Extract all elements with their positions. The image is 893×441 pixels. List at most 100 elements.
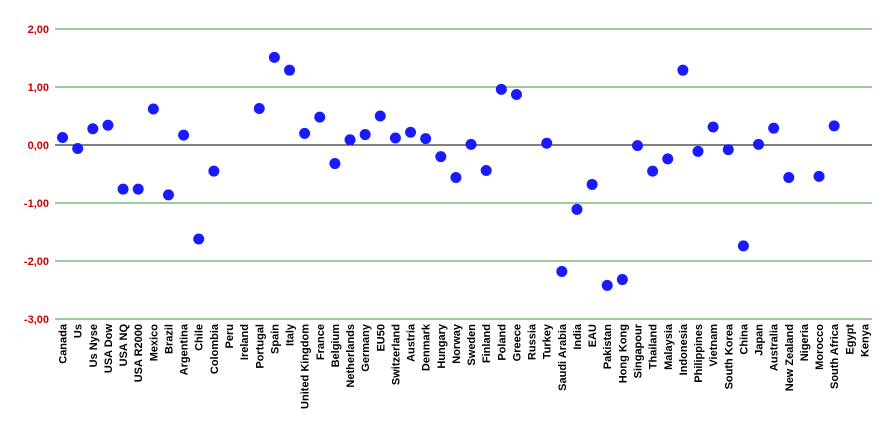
- x-tick-label: Pakistan: [602, 324, 614, 370]
- x-axis-ticks: Canada Us Us Nyse USA Dow USA NQ USA R2000 Mex…: [58, 323, 872, 409]
- data-point: [753, 138, 765, 150]
- x-tick-label: Vietnam: [708, 324, 720, 367]
- data-point: [314, 111, 326, 123]
- data-point: [737, 240, 749, 252]
- data-point: [420, 133, 432, 145]
- y-tick-label: 2,00: [28, 24, 49, 36]
- x-tick-label: Finland: [481, 324, 493, 363]
- x-tick-label: Malaysia: [663, 323, 675, 370]
- x-tick-label: Greece: [511, 324, 523, 361]
- x-tick-label: New Zealand: [784, 324, 796, 391]
- data-point: [510, 89, 522, 101]
- x-tick-label: Saudi Arabia: [557, 323, 569, 391]
- x-tick-label: Russia: [527, 323, 539, 360]
- x-tick-label: Thailand: [648, 324, 660, 369]
- x-tick-label: Japan: [754, 324, 766, 356]
- x-tick-label: Spain: [269, 324, 281, 354]
- x-tick-label: Australia: [769, 323, 781, 371]
- data-point: [495, 83, 507, 95]
- data-point: [178, 129, 190, 141]
- x-tick-label: Netherlands: [345, 324, 357, 388]
- y-tick-label: 1,00: [28, 82, 49, 94]
- y-tick-label: 0,00: [28, 140, 49, 152]
- y-tick-label: -2,00: [24, 256, 49, 268]
- data-point: [541, 137, 553, 149]
- x-tick-label: Mexico: [148, 324, 160, 362]
- x-tick-label: USA R2000: [133, 324, 145, 382]
- data-point: [389, 132, 401, 144]
- data-point: [768, 122, 780, 134]
- x-tick-label: Ireland: [239, 324, 251, 360]
- data-point: [117, 183, 129, 195]
- data-point: [162, 189, 174, 201]
- data-point: [450, 171, 462, 183]
- x-tick-label: Germany: [360, 323, 372, 372]
- y-tick-label: -3,00: [24, 314, 49, 326]
- x-tick-label: Egypt: [844, 324, 856, 355]
- x-tick-label: Brazil: [163, 324, 175, 354]
- data-point: [193, 233, 205, 245]
- data-point: [571, 203, 583, 215]
- data-point: [374, 110, 386, 122]
- data-point: [647, 165, 659, 177]
- data-point: [783, 171, 795, 183]
- data-point: [344, 134, 356, 146]
- x-tick-label: Chile: [194, 324, 206, 351]
- y-tick-label: -1,00: [24, 198, 49, 210]
- x-tick-label: Peru: [224, 324, 236, 348]
- data-point: [601, 279, 613, 291]
- x-tick-label: Denmark: [421, 323, 433, 371]
- data-point: [480, 165, 492, 177]
- x-tick-label: EU50: [375, 324, 387, 352]
- x-tick-label: USA Dow: [103, 324, 115, 374]
- x-tick-label: Canada: [58, 323, 70, 364]
- data-point: [435, 151, 447, 163]
- x-tick-label: Belgium: [330, 324, 342, 368]
- x-tick-label: South Africa: [829, 323, 841, 389]
- data-point: [147, 103, 159, 115]
- data-point: [677, 64, 689, 76]
- x-tick-label: Kenya: [859, 323, 871, 357]
- data-point: [465, 138, 477, 150]
- data-point: [329, 158, 341, 170]
- x-tick-label: Portugal: [254, 324, 266, 369]
- x-tick-label: China: [738, 323, 750, 354]
- x-tick-label: Turkey: [542, 323, 554, 359]
- data-point: [828, 120, 840, 132]
- x-tick-label: Italy: [285, 323, 297, 346]
- x-tick-label: Morocco: [814, 324, 826, 370]
- data-point: [268, 51, 280, 63]
- data-point: [692, 145, 704, 157]
- data-point: [631, 140, 643, 152]
- x-tick-label: Austria: [406, 323, 418, 362]
- x-tick-label: Us Nyse: [88, 324, 100, 367]
- data-points: [57, 51, 840, 291]
- data-point: [87, 123, 99, 135]
- data-point: [813, 170, 825, 182]
- x-tick-label: South Korea: [723, 323, 735, 389]
- x-tick-label: Norway: [451, 323, 463, 364]
- data-point: [102, 119, 114, 131]
- grid-lines: [55, 28, 872, 320]
- data-point: [132, 183, 144, 195]
- x-tick-label: Hong Kong: [617, 324, 629, 383]
- data-point: [405, 126, 417, 138]
- x-tick-label: Colombia: [209, 323, 221, 374]
- y-axis-ticks: -3,00 -2,00 -1,00 0,00 1,00 2,00: [24, 24, 49, 326]
- x-tick-label: Nigeria: [799, 323, 811, 361]
- x-tick-label: Philippines: [693, 324, 705, 383]
- data-point: [284, 64, 296, 76]
- data-point: [299, 127, 311, 139]
- data-point: [556, 265, 568, 277]
- x-tick-label: France: [315, 324, 327, 360]
- x-tick-label: Indonesia: [678, 323, 690, 375]
- data-point: [57, 131, 69, 143]
- x-tick-label: Switzerland: [390, 324, 402, 385]
- x-tick-label: Hungary: [436, 323, 448, 369]
- x-tick-label: USA NQ: [118, 324, 130, 367]
- x-tick-label: EAU: [587, 324, 599, 347]
- x-tick-label: Us: [73, 324, 85, 338]
- data-point: [72, 142, 84, 154]
